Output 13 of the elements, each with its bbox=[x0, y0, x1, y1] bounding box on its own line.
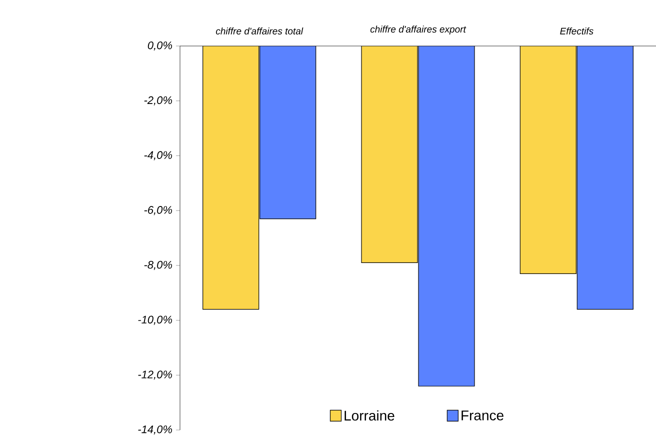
y-tick-label: -14,0% bbox=[138, 425, 172, 435]
x-tick-label: chiffre d'affaires export bbox=[370, 26, 466, 34]
y-tick-label: -12,0% bbox=[138, 370, 172, 380]
x-tick-label: chiffre d'affaires total bbox=[216, 27, 304, 34]
x-tick-label: Effectifs bbox=[560, 27, 594, 34]
y-tick-label: -6,0% bbox=[144, 206, 172, 216]
y-tick-label: -4,0% bbox=[144, 151, 172, 160]
legend-label: Lorraine bbox=[344, 410, 394, 421]
y-tick-label: 0,0% bbox=[148, 41, 172, 51]
y-tick-label: -2,0% bbox=[144, 96, 172, 106]
y-tick-label: -10,0% bbox=[138, 316, 172, 325]
y-tick-label: -8,0% bbox=[144, 260, 172, 270]
legend-label: France bbox=[462, 410, 504, 420]
